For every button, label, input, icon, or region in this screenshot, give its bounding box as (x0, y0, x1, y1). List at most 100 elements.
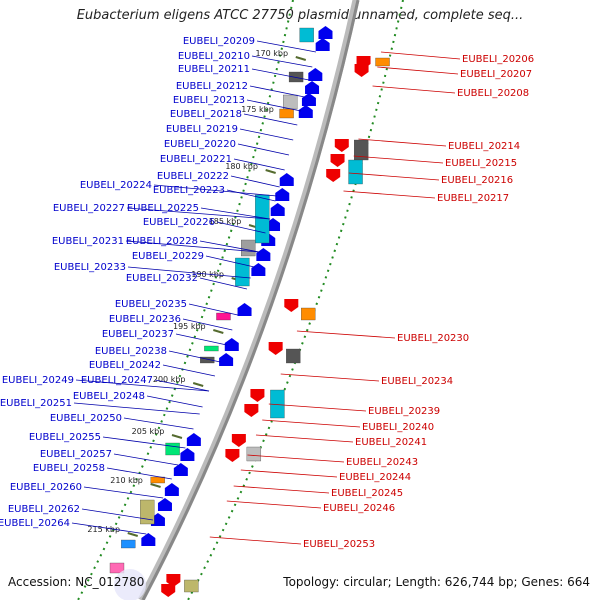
forward-gene-label: EUBELI_20248 (73, 391, 145, 402)
forward-gene-leader (239, 128, 294, 141)
forward-gene-leader (102, 436, 186, 449)
forward-gene-leader (233, 158, 285, 171)
reverse-gene-arrow (250, 389, 265, 402)
reverse-gene-arrow (244, 404, 259, 417)
forward-gene-arrow (266, 218, 281, 231)
forward-gene-label: EUBELI_20232 (126, 273, 198, 284)
tick-mark (171, 434, 183, 439)
backbone-circle (141, 0, 360, 600)
reverse-gene-label: EUBELI_20214 (448, 141, 520, 152)
forward-gene-label: EUBELI_20224 (80, 180, 152, 191)
tick-label: 170 kbp (255, 49, 288, 58)
reverse-gene-arrow (231, 434, 246, 447)
forward-gene-leader (83, 486, 164, 499)
reverse-gene-leader (372, 85, 456, 94)
forward-gene-leader (246, 99, 302, 112)
forward-gene-box (299, 27, 314, 43)
reverse-gene-arrow (161, 584, 176, 597)
legend-node (114, 569, 146, 600)
tick-mark (213, 329, 224, 334)
forward-gene-arrow (141, 533, 156, 546)
forward-gene-leader (237, 143, 290, 156)
forward-gene-leader (251, 55, 313, 68)
reverse-gene-arrow (268, 342, 283, 355)
reverse-gene-arrow (330, 154, 345, 167)
reverse-gene-leader (280, 373, 380, 382)
reverse-gene-leader (380, 51, 461, 60)
forward-gene-label: EUBELI_20222 (157, 171, 229, 182)
reverse-gene-arrow (166, 574, 181, 587)
forward-gene-leader (199, 240, 260, 253)
forward-gene-label: EUBELI_20227 (53, 203, 125, 214)
forward-gene-leader (205, 255, 255, 268)
reverse-gene-leader (233, 485, 330, 494)
forward-gene-label: EUBELI_20257 (40, 449, 112, 460)
forward-gene-box (283, 94, 298, 110)
reverse-gene-label: EUBELI_20239 (368, 406, 440, 417)
forward-gene-label: EUBELI_20262 (8, 504, 80, 515)
reverse-gene-box (184, 579, 199, 593)
reverse-gene-label: EUBELI_20215 (445, 158, 517, 169)
tick-mark (150, 483, 161, 488)
reverse-gene-leader (240, 469, 338, 478)
forward-gene-arrow (308, 68, 323, 81)
forward-gene-leader (81, 508, 153, 521)
forward-gene-leader (226, 189, 276, 202)
forward-gene-arrow (219, 353, 234, 366)
forward-gene-label: EUBELI_20211 (178, 64, 250, 75)
reverse-gene-leader (247, 454, 345, 463)
reverse-gene-label: EUBELI_20217 (437, 193, 509, 204)
forward-gene-box (200, 356, 215, 364)
forward-gene-label: EUBELI_20209 (183, 36, 255, 47)
forward-gene-label: EUBELI_20255 (29, 432, 101, 443)
reverse-gene-label: EUBELI_20244 (339, 472, 411, 483)
forward-gene-label: EUBELI_20233 (54, 262, 126, 273)
forward-gene-leader (126, 207, 270, 220)
forward-gene-label: EUBELI_20237 (102, 329, 174, 340)
tick-label: 210 kbp (110, 476, 143, 485)
forward-gene-label: EUBELI_20236 (109, 314, 181, 325)
forward-gene-leader (175, 333, 227, 346)
forward-gene-leader (199, 277, 247, 290)
forward-gene-label: EUBELI_20251 (0, 398, 72, 409)
forward-gene-leader (125, 240, 260, 253)
forward-gene-arrow (251, 263, 266, 276)
reverse-gene-label: EUBELI_20216 (441, 175, 513, 186)
forward-gene-arrow (224, 338, 239, 351)
reverse-gene-label: EUBELI_20243 (346, 457, 418, 468)
reverse-gene-leader (296, 330, 396, 339)
reverse-gene-label: EUBELI_20246 (323, 503, 395, 514)
forward-gene-label: EUBELI_20219 (166, 124, 238, 135)
forward-gene-leader (73, 402, 200, 415)
reverse-gene-label: EUBELI_20253 (303, 539, 375, 550)
forward-gene-box (165, 442, 180, 456)
forward-gene-label: EUBELI_20223 (153, 185, 225, 196)
forward-gene-arrow (298, 105, 313, 118)
forward-gene-label: EUBELI_20242 (89, 360, 161, 371)
forward-gene-label: EUBELI_20221 (160, 154, 232, 165)
forward-gene-box (235, 257, 250, 287)
tick-label: 205 kbp (132, 427, 165, 436)
forward-gene-label: EUBELI_20235 (115, 299, 187, 310)
forward-gene-leader (188, 303, 238, 316)
forward-gene-label: EUBELI_20250 (50, 413, 122, 424)
reverse-gene-label: EUBELI_20240 (362, 422, 434, 433)
tick-mark (295, 56, 307, 61)
reverse-gene-label: EUBELI_20245 (331, 488, 403, 499)
forward-gene-leader (168, 350, 221, 363)
forward-gene-box (241, 239, 256, 257)
forward-gene-leader (249, 85, 305, 98)
reverse-gene-leader (209, 536, 302, 545)
map-title: Eubacterium eligens ATCC 27750 plasmid u… (76, 8, 524, 23)
tick-label: 200 kbp (153, 375, 186, 384)
forward-gene-label: EUBELI_20247 (81, 375, 153, 386)
reverse-gene-arrow (354, 64, 369, 77)
forward-gene-label: EUBELI_20220 (164, 139, 236, 150)
genome-summary: Topology: circular; Length: 626,744 bp; … (283, 575, 590, 589)
reverse-gene-arrow (326, 169, 341, 182)
forward-gene-box (279, 108, 294, 119)
forward-gene-leader (230, 175, 280, 188)
forward-gene-label: EUBELI_20225 (127, 203, 199, 214)
reverse-gene-box (246, 446, 262, 462)
